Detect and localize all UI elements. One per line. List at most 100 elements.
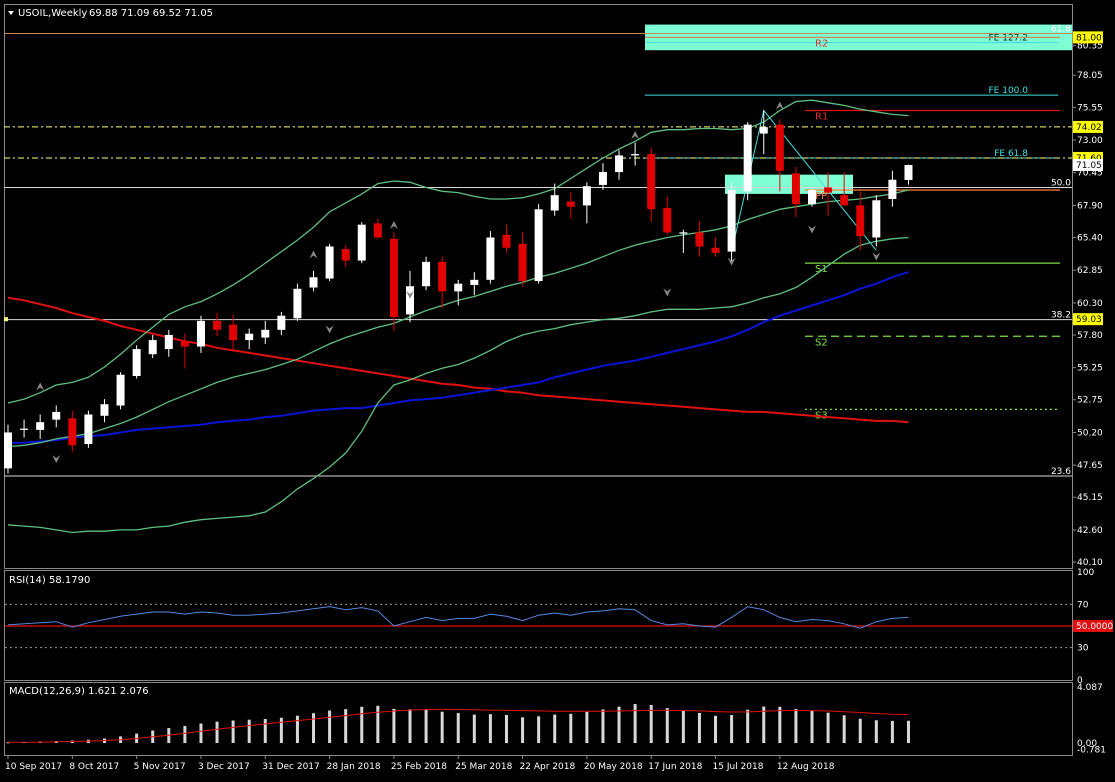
- symbol-timeframe-label: USOIL,Weekly: [18, 8, 87, 19]
- candle-body[interactable]: [759, 127, 768, 134]
- macd-histogram-bar: [456, 713, 460, 744]
- time-axis-label: 12 Aug 2018: [777, 762, 835, 772]
- macd-histogram-bar: [697, 712, 701, 744]
- candle-body[interactable]: [84, 414, 93, 444]
- price-marker-box: [1073, 120, 1103, 133]
- candle-body[interactable]: [20, 428, 29, 430]
- macd-histogram-bar: [360, 706, 364, 744]
- candle-body[interactable]: [213, 320, 222, 330]
- macd-histogram-bar: [344, 709, 348, 744]
- candle-body[interactable]: [245, 333, 254, 341]
- candle-body[interactable]: [631, 154, 640, 156]
- candle-body[interactable]: [422, 261, 431, 287]
- candle-body[interactable]: [261, 329, 270, 338]
- macd-histogram-bar: [521, 717, 525, 744]
- macd-histogram-bar: [392, 708, 396, 744]
- candle-body[interactable]: [775, 124, 784, 171]
- candle-body[interactable]: [647, 154, 656, 210]
- candle-body[interactable]: [791, 173, 800, 205]
- fib-label: 23.6: [1051, 467, 1071, 477]
- candle-body[interactable]: [872, 200, 881, 238]
- candle-body[interactable]: [277, 315, 286, 330]
- time-axis-label: 15 Jul 2018: [713, 762, 764, 772]
- time-axis-label: 28 Jan 2018: [327, 762, 381, 772]
- candle-body[interactable]: [373, 223, 382, 238]
- candle-body[interactable]: [229, 324, 238, 341]
- price-axis-label: 67.90: [1077, 201, 1103, 211]
- macd-histogram-bar: [778, 706, 782, 744]
- price-axis-label: 62.85: [1077, 266, 1103, 276]
- price-axis-label: 50.20: [1077, 428, 1103, 438]
- candle-body[interactable]: [502, 234, 511, 248]
- candle-body[interactable]: [148, 340, 157, 355]
- candle-body[interactable]: [727, 190, 736, 252]
- candle-body[interactable]: [856, 205, 865, 237]
- candle-body[interactable]: [438, 261, 447, 292]
- candle-body[interactable]: [454, 283, 463, 292]
- candle-body[interactable]: [100, 404, 109, 416]
- candle-body[interactable]: [341, 249, 350, 261]
- bollinger-upper-band: [7, 99, 909, 404]
- candle-body[interactable]: [711, 247, 720, 253]
- candle-body[interactable]: [52, 411, 61, 420]
- dropdown-triangle-icon[interactable]: [8, 11, 14, 15]
- price-axis-label: 70.45: [1077, 169, 1103, 179]
- candle-body[interactable]: [4, 432, 12, 469]
- candle-body[interactable]: [904, 165, 913, 181]
- macd-histogram-bar: [810, 710, 814, 744]
- candle-body[interactable]: [518, 243, 527, 282]
- candle-body[interactable]: [470, 279, 479, 285]
- macd-title: MACD(12,26,9) 1.621 2.076: [9, 686, 149, 697]
- macd-histogram-bar: [842, 715, 846, 744]
- candle-body[interactable]: [164, 334, 173, 350]
- candle-body[interactable]: [68, 418, 77, 446]
- rsi-axis-label: 100: [1077, 568, 1094, 578]
- candle-body[interactable]: [808, 190, 816, 205]
- candle-body[interactable]: [534, 209, 543, 282]
- candle-body[interactable]: [566, 201, 575, 207]
- candle-body[interactable]: [582, 186, 591, 206]
- candle-body[interactable]: [615, 155, 624, 173]
- candle-body[interactable]: [309, 277, 318, 288]
- time-axis-label: 22 Apr 2018: [520, 762, 576, 772]
- candle-body[interactable]: [293, 288, 302, 319]
- candle-body[interactable]: [663, 207, 672, 233]
- candle-body[interactable]: [679, 232, 688, 234]
- candle-body[interactable]: [116, 374, 125, 406]
- candle-body[interactable]: [180, 341, 189, 347]
- current-price-label: 71.05: [1076, 161, 1102, 171]
- macd-panel[interactable]: [4, 682, 1073, 756]
- candle-body[interactable]: [824, 187, 833, 193]
- candle-body[interactable]: [357, 224, 366, 261]
- pivot-label: R2: [815, 38, 828, 49]
- candle-body[interactable]: [36, 422, 45, 430]
- time-axis-label: 3 Dec 2017: [198, 762, 250, 772]
- candle-body[interactable]: [196, 320, 205, 347]
- candle-body[interactable]: [598, 172, 607, 185]
- price-axis-label: 73.00: [1077, 136, 1103, 146]
- candle-body[interactable]: [132, 349, 141, 377]
- candle-body[interactable]: [888, 179, 897, 200]
- price-axis-label: 57.80: [1077, 331, 1103, 341]
- candle-body[interactable]: [389, 238, 398, 318]
- price-axis-label: 55.25: [1077, 364, 1103, 374]
- candle-body[interactable]: [325, 246, 334, 279]
- macd-histogram-bar: [585, 711, 589, 744]
- ohlc-readout: 69.88 71.09 69.52 71.05: [89, 8, 213, 19]
- macd-histogram-bar: [714, 715, 718, 744]
- fractal-up-icon: [36, 382, 45, 391]
- candle-body[interactable]: [695, 232, 704, 247]
- candle-body[interactable]: [486, 237, 495, 280]
- candle-body[interactable]: [550, 195, 559, 211]
- candle-body[interactable]: [743, 124, 752, 192]
- candle-body[interactable]: [406, 286, 414, 315]
- price-panel[interactable]: [4, 4, 1073, 569]
- macd-histogram-bar: [408, 709, 412, 744]
- price-axis-label: 40.10: [1077, 558, 1103, 568]
- candle-body[interactable]: [840, 195, 849, 206]
- price-marker-label: 74.02: [1076, 123, 1102, 133]
- macd-histogram-bar: [440, 711, 444, 744]
- rsi-panel[interactable]: [4, 570, 1073, 681]
